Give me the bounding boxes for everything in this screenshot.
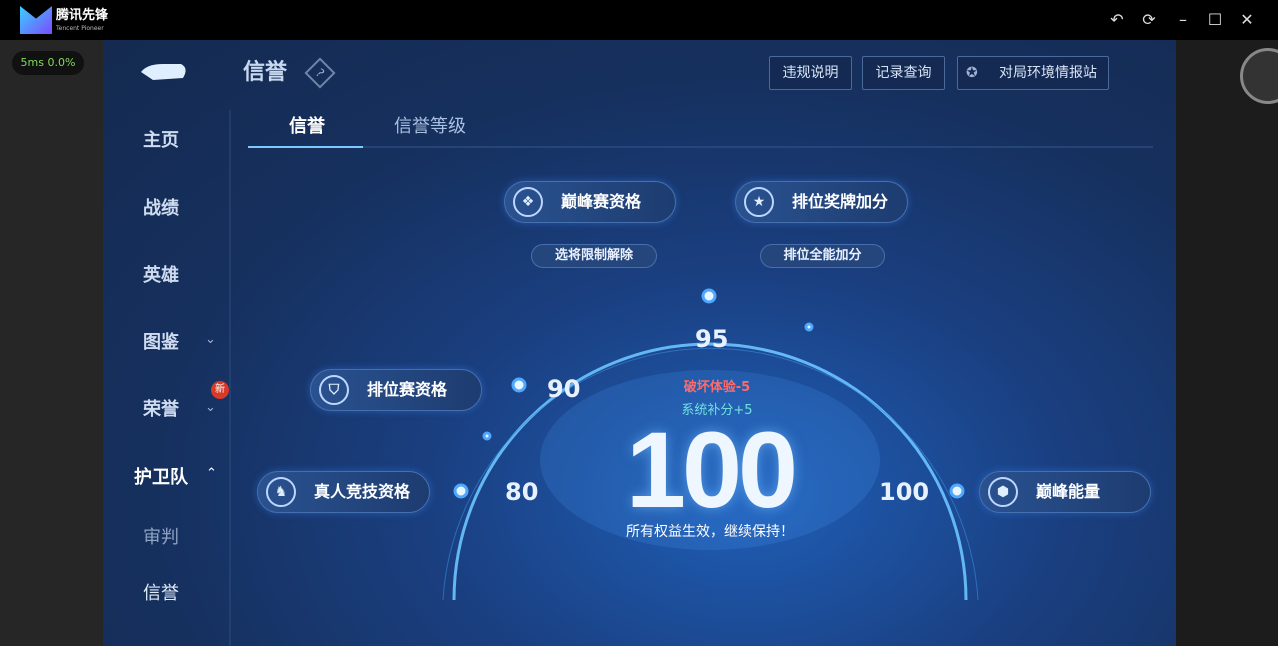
gauge-point-95: [701, 288, 717, 304]
mark-80: 80: [505, 478, 539, 506]
game-area: [103, 40, 1176, 646]
diamond-icon: ❖: [513, 187, 543, 217]
latency: 5ms: [20, 56, 44, 69]
gauge-point-100: [949, 483, 965, 499]
gauge-point-90: [511, 377, 527, 393]
chevron-up-icon[interactable]: ⌃: [206, 466, 217, 481]
sidebar-item-credit[interactable]: 信誉: [143, 583, 179, 604]
sidebar-item-stats[interactable]: 战绩: [143, 198, 179, 219]
app-logo-text: 腾讯先锋: [56, 8, 109, 23]
page-title: 信誉: [243, 60, 288, 85]
energy-label: 巅峰能量: [1036, 482, 1101, 501]
violation-info-button[interactable]: 违规说明: [769, 56, 852, 90]
tab-credit[interactable]: 信誉: [289, 116, 325, 137]
person-icon: ♞: [266, 477, 296, 507]
perf-badge: 5ms 0.0%: [12, 51, 84, 75]
loss: 0.0%: [47, 56, 76, 69]
sidebar-item-judge[interactable]: 审判: [143, 527, 179, 548]
peak-label: 巅峰赛资格: [561, 192, 642, 211]
sidebar-item-codex[interactable]: 图鉴: [143, 332, 179, 353]
chevron-down-icon[interactable]: ⌄: [205, 400, 216, 415]
sidebar-item-honor[interactable]: 荣誉: [143, 399, 179, 420]
close-icon[interactable]: ✕: [1240, 10, 1254, 29]
gauge-point-80: [453, 483, 469, 499]
sidebar-item-guard[interactable]: 护卫队: [134, 467, 188, 488]
environment-intel-label: 对局环境情报站: [999, 65, 1097, 81]
new-badge: 新: [211, 381, 229, 399]
environment-intel-button[interactable]: ✪ 对局环境情报站: [957, 56, 1109, 90]
ranked-qualification[interactable]: ⛉ 排位赛资格: [310, 369, 482, 411]
left-strip: [0, 40, 103, 646]
status-text: 所有权益生效，继续保持！: [626, 524, 794, 540]
floating-button[interactable]: [1240, 48, 1278, 104]
right-strip: [1176, 40, 1278, 646]
mark-90: 90: [547, 375, 581, 403]
wing-shield-icon: ⛉: [319, 375, 349, 405]
refresh-icon[interactable]: ⟳: [1142, 10, 1156, 29]
tab-credit-level[interactable]: 信誉等级: [394, 116, 466, 137]
peak-sub: 选将限制解除: [531, 244, 657, 268]
title-bar: [0, 0, 1278, 40]
record-query-button[interactable]: 记录查询: [862, 56, 945, 90]
cube-icon: ⬢: [988, 477, 1018, 507]
maximize-icon[interactable]: ☐: [1207, 10, 1223, 29]
medal-label: 排位奖牌加分: [792, 192, 889, 211]
real-player-qualification[interactable]: ♞ 真人竞技资格: [257, 471, 430, 513]
back-button[interactable]: [136, 58, 190, 86]
peak-energy[interactable]: ⬢ 巅峰能量: [979, 471, 1151, 513]
app-logo-subtext: Tencent Pioneer: [56, 25, 104, 32]
medal-sub: 排位全能加分: [760, 244, 885, 268]
penalty-text: 破坏体验-5: [683, 380, 751, 395]
sidebar-item-heroes[interactable]: 英雄: [143, 265, 179, 286]
mark-100: 100: [879, 478, 930, 506]
chevron-down-icon[interactable]: ⌄: [205, 332, 216, 347]
real-label: 真人竞技资格: [314, 482, 411, 501]
star-medal-icon: ★: [744, 187, 774, 217]
credit-score: 100: [625, 409, 798, 530]
ranked-medal-bonus[interactable]: ★ 排位奖牌加分: [735, 181, 908, 223]
ranked-label: 排位赛资格: [367, 380, 448, 399]
bonus-text: 系统补分+5: [681, 403, 753, 418]
minimize-icon[interactable]: –: [1179, 10, 1187, 29]
undo-icon[interactable]: ↶: [1110, 10, 1124, 29]
gauge-arc: [141, 64, 1153, 646]
mark-95: 95: [695, 325, 729, 353]
sidebar-item-home[interactable]: 主页: [143, 130, 179, 151]
shield-icon: ✪: [966, 65, 978, 81]
peak-qualification[interactable]: ❖ 巅峰赛资格: [504, 181, 676, 223]
